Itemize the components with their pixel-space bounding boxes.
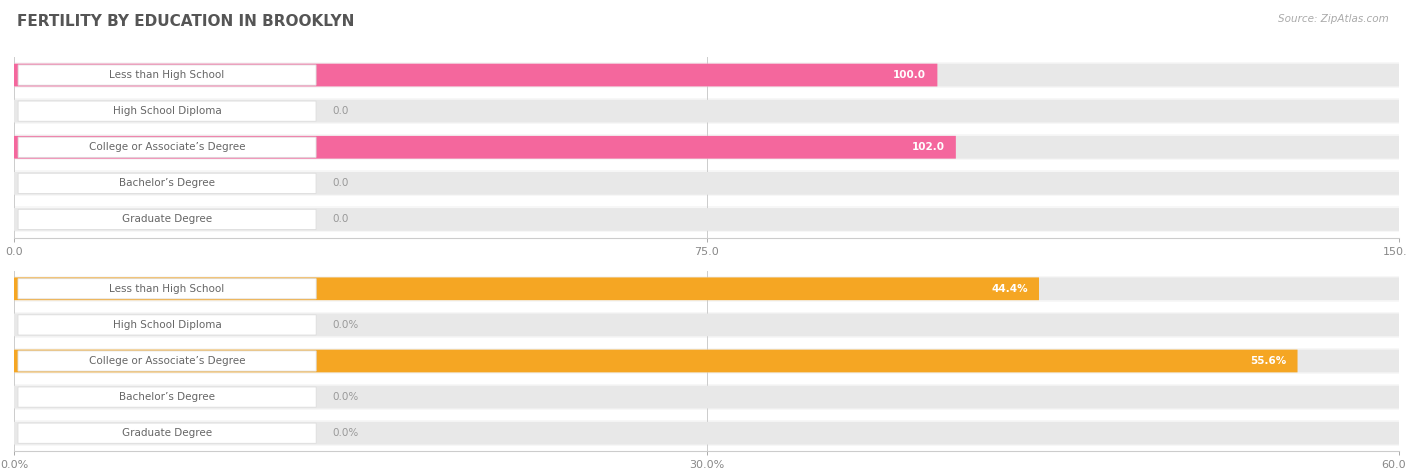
FancyBboxPatch shape (14, 207, 1399, 232)
Text: 0.0%: 0.0% (333, 320, 359, 330)
FancyBboxPatch shape (18, 387, 316, 407)
FancyBboxPatch shape (14, 64, 938, 86)
Text: High School Diploma: High School Diploma (112, 106, 222, 116)
Text: 55.6%: 55.6% (1250, 356, 1286, 366)
FancyBboxPatch shape (14, 386, 1399, 408)
FancyBboxPatch shape (14, 384, 1399, 410)
FancyBboxPatch shape (14, 348, 1399, 374)
FancyBboxPatch shape (18, 351, 316, 371)
FancyBboxPatch shape (18, 209, 316, 229)
FancyBboxPatch shape (18, 65, 316, 85)
Text: FERTILITY BY EDUCATION IN BROOKLYN: FERTILITY BY EDUCATION IN BROOKLYN (17, 14, 354, 29)
Text: 0.0: 0.0 (333, 214, 349, 225)
FancyBboxPatch shape (14, 134, 1399, 160)
FancyBboxPatch shape (14, 314, 1399, 336)
FancyBboxPatch shape (18, 315, 316, 335)
FancyBboxPatch shape (18, 423, 316, 443)
FancyBboxPatch shape (14, 100, 1399, 123)
FancyBboxPatch shape (14, 277, 1039, 300)
FancyBboxPatch shape (18, 137, 316, 157)
FancyBboxPatch shape (14, 172, 1399, 195)
Text: 0.0%: 0.0% (333, 392, 359, 402)
FancyBboxPatch shape (18, 101, 316, 121)
Text: 102.0: 102.0 (911, 142, 945, 152)
Text: 100.0: 100.0 (893, 70, 927, 80)
FancyBboxPatch shape (14, 64, 1399, 86)
FancyBboxPatch shape (14, 136, 956, 159)
FancyBboxPatch shape (14, 98, 1399, 124)
Text: Source: ZipAtlas.com: Source: ZipAtlas.com (1278, 14, 1389, 24)
Text: 0.0: 0.0 (333, 178, 349, 189)
FancyBboxPatch shape (14, 277, 1399, 300)
Text: 0.0: 0.0 (333, 106, 349, 116)
Text: Bachelor’s Degree: Bachelor’s Degree (120, 178, 215, 189)
Text: College or Associate’s Degree: College or Associate’s Degree (89, 356, 245, 366)
Text: Graduate Degree: Graduate Degree (122, 428, 212, 438)
FancyBboxPatch shape (14, 350, 1298, 372)
FancyBboxPatch shape (14, 350, 1399, 372)
Text: Graduate Degree: Graduate Degree (122, 214, 212, 225)
FancyBboxPatch shape (14, 312, 1399, 338)
Text: Bachelor’s Degree: Bachelor’s Degree (120, 392, 215, 402)
FancyBboxPatch shape (18, 279, 316, 299)
FancyBboxPatch shape (14, 276, 1399, 302)
Text: High School Diploma: High School Diploma (112, 320, 222, 330)
FancyBboxPatch shape (14, 171, 1399, 196)
Text: Less than High School: Less than High School (110, 70, 225, 80)
Text: 44.4%: 44.4% (991, 284, 1028, 294)
FancyBboxPatch shape (14, 422, 1399, 445)
FancyBboxPatch shape (14, 136, 1399, 159)
Text: College or Associate’s Degree: College or Associate’s Degree (89, 142, 245, 152)
FancyBboxPatch shape (14, 420, 1399, 446)
FancyBboxPatch shape (14, 62, 1399, 88)
FancyBboxPatch shape (18, 173, 316, 193)
Text: Less than High School: Less than High School (110, 284, 225, 294)
FancyBboxPatch shape (14, 208, 1399, 231)
Text: 0.0%: 0.0% (333, 428, 359, 438)
